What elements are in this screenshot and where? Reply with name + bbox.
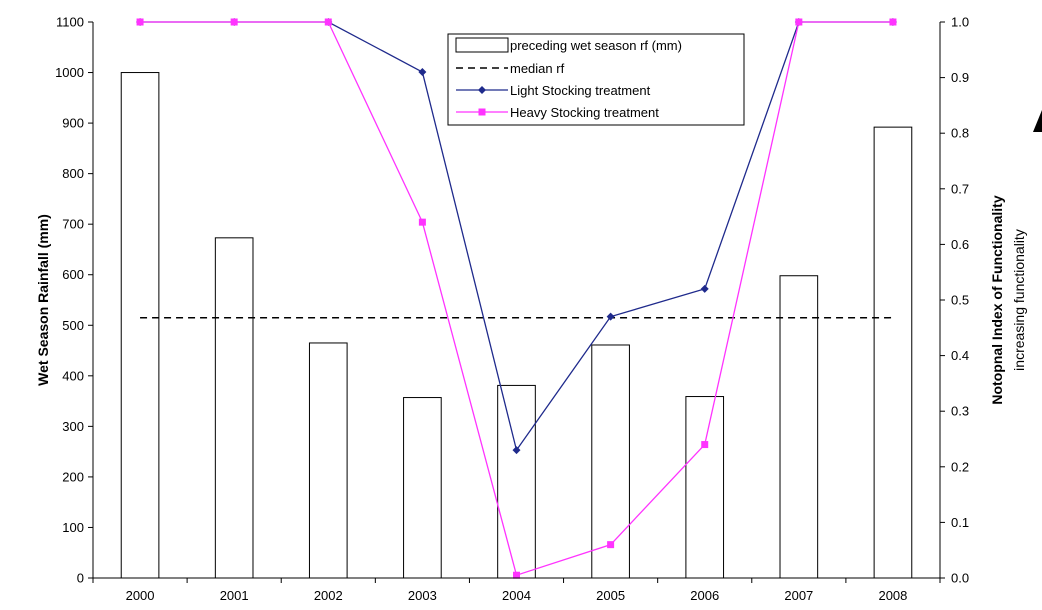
x-tick-label: 2001 <box>220 588 249 603</box>
series-point <box>700 284 709 293</box>
legend-bar-swatch <box>455 37 509 53</box>
x-tick-label: 2008 <box>878 588 907 603</box>
legend-median-label: median rf <box>510 61 565 76</box>
legend: preceding wet season rf (mm) median rf L… <box>447 33 745 126</box>
y-tick-label: 400 <box>62 368 84 383</box>
legend-light-marker <box>478 86 486 94</box>
rainfall-bar <box>497 384 536 579</box>
y2-tick-label: 0.5 <box>951 293 969 308</box>
y-tick-label: 200 <box>62 469 84 484</box>
rainfall-bar <box>591 344 630 579</box>
y2-tick-label: 0.1 <box>951 515 969 530</box>
series-point <box>136 18 144 26</box>
y2-tick-label: 0.9 <box>951 70 969 85</box>
y2-tick-label: 0.0 <box>951 571 969 586</box>
increasing-arrow-icon <box>1033 110 1042 132</box>
y2-tick-label: 1.0 <box>951 15 969 30</box>
series-point <box>418 218 426 226</box>
rainfall-bar <box>214 237 254 579</box>
y-axis-title: Wet Season Rainfall (mm) <box>35 214 51 386</box>
x-tick-label: 2007 <box>784 588 813 603</box>
x-tick-label: 2005 <box>596 588 625 603</box>
y-tick-label: 900 <box>62 116 84 131</box>
x-tick-label: 2004 <box>502 588 531 603</box>
series-point <box>606 312 615 321</box>
legend-light-label: Light Stocking treatment <box>510 83 651 98</box>
legend-heavy-label: Heavy Stocking treatment <box>510 105 659 120</box>
legend-heavy-marker <box>478 108 486 116</box>
rainfall-bar <box>779 275 819 579</box>
series-point <box>230 18 238 26</box>
y2-tick-label: 0.8 <box>951 126 969 141</box>
x-tick-label: 2000 <box>126 588 155 603</box>
y2-tick-label: 0.6 <box>951 237 969 252</box>
y-tick-label: 700 <box>62 217 84 232</box>
series-point <box>701 441 709 449</box>
y-tick-label: 600 <box>62 267 84 282</box>
y2-tick-label: 0.3 <box>951 404 969 419</box>
y2-axis-title: Notopnal Index of Functionality <box>989 195 1005 404</box>
y-tick-label: 300 <box>62 419 84 434</box>
rainfall-bar <box>120 72 160 579</box>
y-tick-label: 1000 <box>55 65 84 80</box>
x-tick-label: 2002 <box>314 588 343 603</box>
y-tick-label: 100 <box>62 520 84 535</box>
series-point <box>418 68 427 77</box>
y2-tick-label: 0.4 <box>951 348 969 363</box>
rainfall-bar <box>685 396 725 579</box>
y2-tick-label: 0.2 <box>951 459 969 474</box>
rainfall-bar <box>873 126 913 579</box>
series-point <box>607 541 615 549</box>
y2-axis-subtitle: increasing functionality <box>1011 229 1027 371</box>
y-tick-label: 1100 <box>56 15 84 30</box>
rainfall-bar <box>403 397 442 579</box>
y-tick-label: 500 <box>62 318 84 333</box>
y-tick-label: 0 <box>77 571 84 586</box>
y2-tick-label: 0.7 <box>951 181 969 196</box>
x-tick-label: 2003 <box>408 588 437 603</box>
series-point <box>889 18 897 26</box>
x-tick-label: 2006 <box>690 588 719 603</box>
series-point <box>513 571 520 579</box>
y-tick-label: 800 <box>62 166 84 181</box>
series-point <box>512 446 521 455</box>
rainfall-bar <box>308 342 348 579</box>
series-point <box>324 18 332 26</box>
legend-bar-label: preceding wet season rf (mm) <box>510 38 682 53</box>
series-point <box>795 18 803 26</box>
